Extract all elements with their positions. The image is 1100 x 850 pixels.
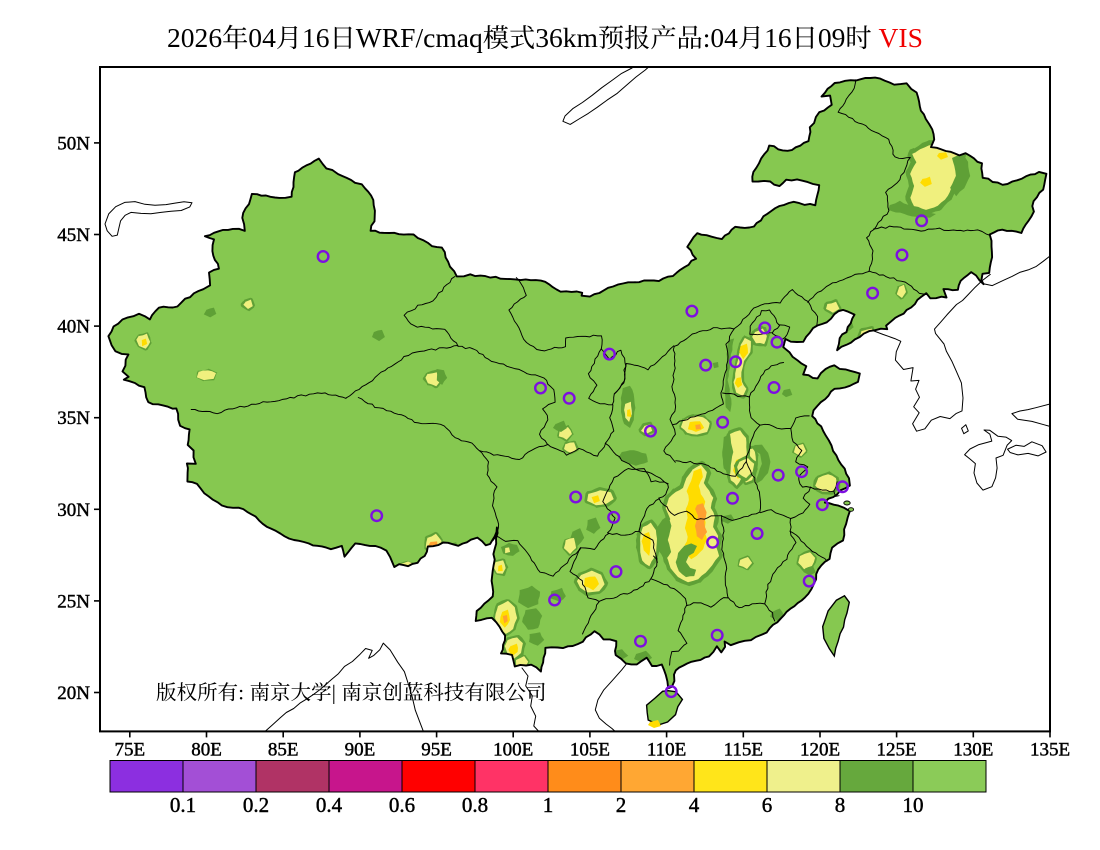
svg-text:0.4: 0.4 xyxy=(316,793,343,817)
svg-text:30N: 30N xyxy=(57,500,90,521)
svg-text:04: 04 xyxy=(248,22,276,53)
svg-text:16: 16 xyxy=(764,22,792,53)
svg-text:0.6: 0.6 xyxy=(389,793,415,817)
svg-text:16: 16 xyxy=(302,22,330,53)
svg-text:4: 4 xyxy=(689,793,700,817)
svg-text:36km: 36km xyxy=(535,22,598,53)
svg-text:135E: 135E xyxy=(1030,739,1070,760)
svg-text:120E: 120E xyxy=(800,739,840,760)
svg-text::: : xyxy=(238,681,249,705)
svg-text:100E: 100E xyxy=(493,739,533,760)
svg-text:6: 6 xyxy=(762,793,773,817)
svg-text:110E: 110E xyxy=(647,739,686,760)
svg-text:130E: 130E xyxy=(953,739,993,760)
svg-text:04: 04 xyxy=(710,22,738,53)
svg-text:VIS: VIS xyxy=(879,22,923,53)
svg-text:40N: 40N xyxy=(57,317,90,338)
svg-text:0.1: 0.1 xyxy=(170,793,196,817)
svg-text:75E: 75E xyxy=(114,739,145,760)
svg-text:8: 8 xyxy=(835,793,846,817)
svg-text:0.2: 0.2 xyxy=(243,793,269,817)
svg-text:0.8: 0.8 xyxy=(462,793,488,817)
svg-text:|: | xyxy=(332,681,342,705)
svg-text:1: 1 xyxy=(543,793,554,817)
svg-text:45N: 45N xyxy=(57,225,90,246)
svg-text:2026: 2026 xyxy=(167,22,222,53)
svg-text:09: 09 xyxy=(818,22,846,53)
svg-text:50N: 50N xyxy=(57,133,90,154)
svg-text:WRF/cmaq: WRF/cmaq xyxy=(356,22,483,53)
svg-text:90E: 90E xyxy=(345,739,376,760)
svg-text:35N: 35N xyxy=(57,408,90,429)
svg-text:125E: 125E xyxy=(877,739,917,760)
svg-text:85E: 85E xyxy=(268,739,299,760)
svg-text:2: 2 xyxy=(616,793,627,817)
svg-text:115E: 115E xyxy=(724,739,763,760)
svg-text::: : xyxy=(703,22,711,53)
svg-text:105E: 105E xyxy=(570,739,610,760)
svg-text:80E: 80E xyxy=(191,739,222,760)
svg-text:10: 10 xyxy=(903,793,924,817)
svg-text:25N: 25N xyxy=(57,591,90,612)
svg-text:95E: 95E xyxy=(421,739,452,760)
svg-text:20N: 20N xyxy=(57,683,90,704)
